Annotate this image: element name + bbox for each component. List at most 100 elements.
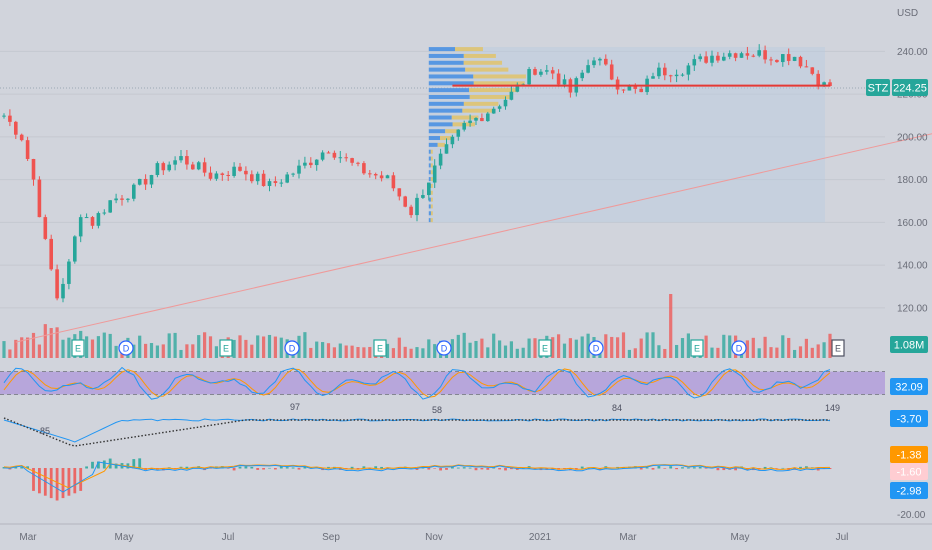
macd-histogram-bar bbox=[91, 461, 94, 469]
macd-histogram-bar bbox=[427, 468, 431, 470]
profile-bar-buy bbox=[428, 170, 431, 175]
candle-body bbox=[456, 129, 461, 137]
volume-bar bbox=[31, 332, 36, 358]
macd-histogram-bar bbox=[775, 468, 779, 469]
macd-histogram-bar bbox=[510, 468, 513, 470]
candle-body bbox=[202, 162, 207, 173]
dividend-marker bbox=[284, 340, 300, 356]
x-tick-label: Mar bbox=[619, 532, 637, 543]
macd-histogram-bar bbox=[722, 468, 726, 471]
candle-body bbox=[303, 162, 307, 166]
candle-body bbox=[120, 198, 124, 200]
candle-body bbox=[267, 181, 272, 186]
profile-bar-sell bbox=[439, 136, 452, 141]
x-tick-label: Mar bbox=[19, 532, 37, 543]
candle-body bbox=[716, 55, 720, 61]
indicator-value-label: 85 bbox=[40, 426, 50, 436]
candle-body bbox=[692, 59, 697, 66]
x-tick-label: May bbox=[115, 532, 134, 543]
profile-bar-buy bbox=[428, 88, 470, 93]
candle-body bbox=[2, 115, 6, 117]
macd-histogram-bar bbox=[279, 466, 283, 469]
candle-body bbox=[403, 196, 407, 207]
candle-body bbox=[804, 66, 809, 68]
symbol-tag-bg bbox=[866, 79, 890, 96]
volume-bar bbox=[704, 335, 708, 358]
profile-bar-buy bbox=[428, 204, 431, 209]
candle-body bbox=[320, 152, 325, 160]
candle-body bbox=[326, 152, 331, 154]
profile-bar-sell bbox=[463, 53, 496, 58]
volume-bar bbox=[450, 339, 454, 358]
volume-value-tag: 1.08M bbox=[894, 340, 925, 352]
earnings-marker-label: E bbox=[835, 344, 841, 354]
volume-bar bbox=[409, 348, 413, 358]
macd-histogram-bar bbox=[669, 466, 673, 469]
indicator-value-label: 149 bbox=[825, 403, 840, 413]
volume-bar bbox=[427, 339, 431, 358]
volume-bar bbox=[775, 347, 779, 358]
macd-histogram-bar bbox=[73, 468, 77, 494]
macd-histogram-bar bbox=[462, 467, 466, 469]
volume-bar bbox=[586, 333, 590, 358]
candle-body bbox=[674, 74, 679, 77]
volume-bar bbox=[781, 335, 785, 358]
volume-bar bbox=[669, 294, 673, 358]
currency-label: USD bbox=[897, 8, 918, 19]
macd-histogram-bar bbox=[687, 467, 690, 469]
candle-body bbox=[627, 86, 632, 91]
profile-bar-buy bbox=[428, 67, 466, 72]
indicator-value-label: 97 bbox=[290, 402, 300, 412]
profile-bar-buy bbox=[428, 129, 446, 134]
candle-body bbox=[19, 134, 24, 141]
candle-body bbox=[474, 118, 478, 121]
candle-body bbox=[132, 184, 136, 199]
volume-bar bbox=[415, 347, 419, 358]
earnings-marker bbox=[831, 339, 845, 357]
volume-bar bbox=[639, 338, 643, 358]
macd-histogram-bar bbox=[681, 467, 684, 469]
profile-bar-buy bbox=[428, 81, 474, 86]
candle-body bbox=[609, 64, 614, 80]
candle-body bbox=[78, 217, 83, 237]
candle-body bbox=[468, 120, 472, 124]
candle-body bbox=[114, 198, 118, 201]
earnings-marker bbox=[373, 339, 387, 357]
candle-body bbox=[775, 59, 779, 63]
candle-body bbox=[651, 76, 655, 79]
stoch-value-tag: 32.09 bbox=[895, 382, 923, 394]
profile-bar-sell bbox=[430, 218, 433, 223]
volume-bar bbox=[822, 342, 826, 358]
profile-bar-sell bbox=[454, 47, 483, 52]
candle-body bbox=[816, 73, 820, 86]
indicator-value-label: 84 bbox=[612, 403, 622, 413]
volume-bar bbox=[267, 334, 272, 358]
volume-bar bbox=[663, 348, 667, 358]
indicator-value-tag: -3.70 bbox=[896, 414, 921, 426]
last-price-tag-bg bbox=[892, 79, 928, 96]
trendline bbox=[15, 133, 932, 343]
candle-body bbox=[314, 159, 319, 166]
volume-bar bbox=[645, 332, 649, 358]
profile-bar-sell bbox=[473, 81, 525, 86]
earnings-marker bbox=[538, 339, 552, 357]
macd-histogram-bar bbox=[138, 458, 142, 469]
indicator-value-label: 58 bbox=[432, 405, 442, 415]
profile-bar-sell bbox=[430, 163, 433, 168]
profile-bar-buy bbox=[428, 136, 440, 141]
volume-bar bbox=[208, 336, 213, 358]
macd-histogram-bar bbox=[132, 459, 136, 469]
macd-histogram-bar bbox=[356, 468, 360, 470]
volume-bar bbox=[722, 334, 726, 358]
stoch-rsi-pane bbox=[0, 366, 885, 400]
volume-bar bbox=[804, 338, 808, 358]
indicator-dotted-line bbox=[3, 417, 830, 447]
macd-histogram-bar bbox=[716, 468, 720, 471]
volume-bar bbox=[421, 348, 425, 358]
volume-bar bbox=[332, 347, 336, 358]
candle-body bbox=[220, 173, 225, 175]
volume-bar bbox=[810, 347, 814, 358]
candle-body bbox=[663, 67, 667, 76]
profile-bar-buy bbox=[428, 47, 455, 52]
